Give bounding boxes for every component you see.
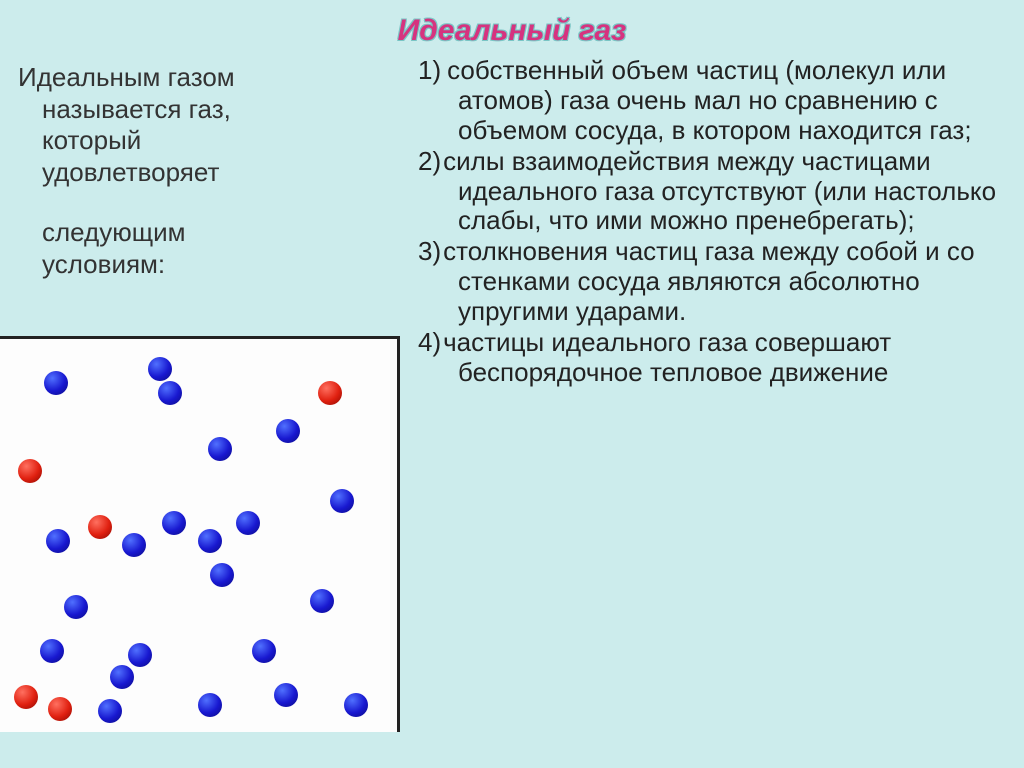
particle-dot xyxy=(236,511,260,535)
list-item: столкновения частиц газа между собой и с… xyxy=(418,237,1006,327)
particle-dot xyxy=(44,371,68,395)
right-column: собственный объем частиц (молекул или ат… xyxy=(418,56,1006,389)
intro-line: Идеальным газом xyxy=(42,62,398,94)
particle-dot xyxy=(128,643,152,667)
intro-line: который xyxy=(42,125,398,157)
particle-dot xyxy=(40,639,64,663)
intro-line: условиям: xyxy=(42,249,398,281)
particle-dot xyxy=(344,693,368,717)
particle-dot xyxy=(198,529,222,553)
particle-dot xyxy=(252,639,276,663)
intro-gap xyxy=(42,189,398,217)
particle-dot xyxy=(122,533,146,557)
particle-dot xyxy=(274,683,298,707)
page-title: Идеальный газ xyxy=(0,0,1024,56)
particle-dot xyxy=(198,693,222,717)
particle-dot xyxy=(330,489,354,513)
particle-dot xyxy=(88,515,112,539)
particle-dot xyxy=(46,529,70,553)
particle-dot xyxy=(162,511,186,535)
particle-dot xyxy=(276,419,300,443)
particle-dot xyxy=(148,357,172,381)
particle-dot xyxy=(158,381,182,405)
particle-dot xyxy=(310,589,334,613)
particle-dot xyxy=(14,685,38,709)
intro-line: удовлетворяет xyxy=(42,157,398,189)
intro-line: называется газ, xyxy=(42,94,398,126)
particle-dot xyxy=(98,699,122,723)
conditions-list: собственный объем частиц (молекул или ат… xyxy=(418,56,1006,388)
particle-dot xyxy=(318,381,342,405)
particle-dot xyxy=(48,697,72,721)
list-item: частицы идеального газа совершают беспор… xyxy=(418,328,1006,388)
particle-diagram xyxy=(0,336,400,732)
intro-line: следующим xyxy=(42,217,398,249)
list-item: силы взаимодействия между частицами идеа… xyxy=(418,147,1006,237)
particle-dot xyxy=(208,437,232,461)
list-item: собственный объем частиц (молекул или ат… xyxy=(418,56,1006,146)
intro-text: Идеальным газом называется газ, который … xyxy=(18,56,398,280)
particle-dot xyxy=(64,595,88,619)
particle-dot xyxy=(18,459,42,483)
particle-dot xyxy=(110,665,134,689)
particle-dot xyxy=(210,563,234,587)
